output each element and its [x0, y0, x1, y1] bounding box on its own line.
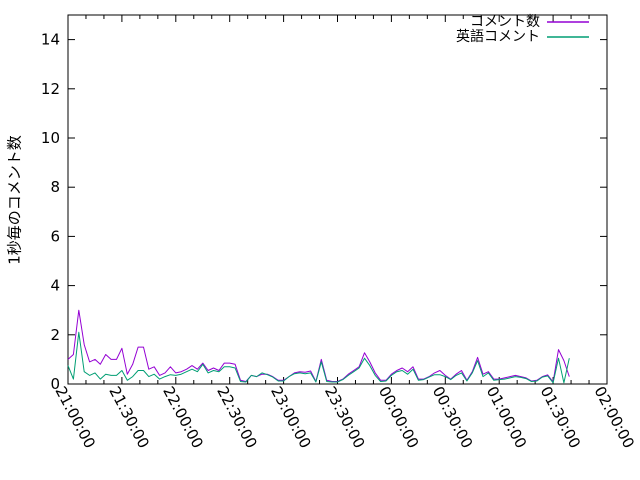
x-axis-tick-label: 23:30:00 [321, 383, 369, 451]
y-axis-tick-label: 12 [41, 80, 60, 98]
series-line-1 [67, 331, 570, 384]
plot-border [67, 14, 608, 385]
x-axis-tick-label: 21:30:00 [105, 383, 153, 451]
x-axis-tick-label: 22:00:00 [159, 383, 207, 451]
y-axis-tick-label: 8 [50, 178, 60, 196]
y-axis-tick-label: 2 [50, 326, 60, 344]
x-axis-tick-label: 21:00:00 [51, 383, 99, 451]
y-axis-tick-label: 14 [41, 31, 60, 49]
y-axis-tick-label: 10 [41, 129, 60, 147]
x-axis-tick-label: 00:00:00 [375, 383, 423, 451]
y-axis-tick-label: 4 [50, 277, 60, 295]
y-axis-tick-label: 6 [50, 227, 60, 245]
x-axis-tick-label: 01:00:00 [483, 383, 531, 451]
legend-label: コメント数 [470, 14, 540, 30]
y-axis-tick-label: 0 [50, 375, 60, 393]
x-axis-tick-label: 01:30:00 [537, 383, 585, 451]
x-axis-tick-label: 22:30:00 [213, 383, 261, 451]
x-axis-tick-label: 00:30:00 [429, 383, 477, 451]
legend-label: 英語コメント [456, 28, 540, 45]
x-axis-tick-label: 23:00:00 [267, 383, 315, 451]
x-axis-tick-label: 02:00:00 [590, 383, 638, 451]
y-axis-title: 1秒毎のコメント数 [5, 135, 24, 265]
